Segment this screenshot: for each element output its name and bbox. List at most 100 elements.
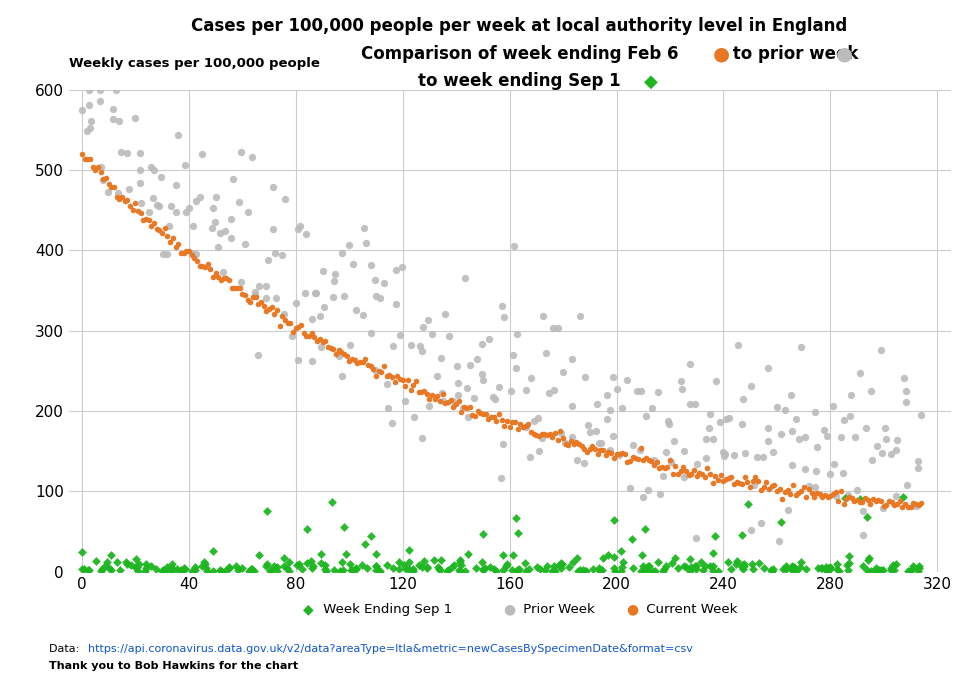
Point [884, 497, 900, 508]
Point [564, 353, 580, 364]
Point [585, 440, 601, 451]
Point [223, 233, 239, 244]
Point [244, 564, 260, 575]
Point [469, 405, 485, 416]
Point [817, 490, 833, 501]
Point [860, 555, 876, 566]
Point [206, 566, 221, 577]
Point [276, 553, 292, 564]
Point [458, 273, 473, 284]
Point [515, 421, 531, 432]
Point [594, 564, 610, 575]
Point [266, 224, 281, 235]
Point [511, 566, 526, 577]
Point [503, 385, 518, 396]
Point [734, 418, 750, 429]
Point [318, 566, 334, 577]
Point [726, 449, 742, 460]
Point [756, 562, 771, 573]
Point [376, 277, 392, 288]
Point [576, 458, 592, 469]
Point [778, 560, 794, 571]
Point [752, 557, 767, 568]
Point [413, 341, 428, 352]
Point [840, 565, 856, 576]
Point [416, 321, 431, 332]
Point [453, 560, 468, 571]
Point [192, 261, 208, 272]
Point [425, 555, 441, 566]
Point [534, 429, 550, 440]
Point [888, 445, 904, 456]
Point [783, 389, 799, 400]
Point [612, 545, 628, 556]
Point [862, 498, 878, 509]
Point [910, 560, 926, 571]
Point [763, 566, 779, 577]
Point [243, 564, 259, 575]
Point [460, 549, 475, 560]
Point [342, 340, 358, 351]
Point [765, 564, 781, 575]
Point [821, 469, 837, 480]
Point [910, 562, 926, 573]
Point [833, 431, 849, 442]
Point [132, 165, 148, 176]
Point [151, 200, 167, 212]
Point [270, 305, 285, 316]
Point [475, 564, 491, 575]
Point [700, 463, 715, 474]
Point [304, 562, 319, 573]
Point [280, 318, 296, 329]
Point [554, 558, 569, 569]
Point [510, 328, 525, 339]
Point [658, 446, 673, 457]
Point [394, 262, 410, 273]
Point [682, 553, 698, 564]
Point [886, 560, 902, 571]
Point [341, 356, 357, 367]
Point [582, 444, 598, 455]
Point [793, 556, 808, 567]
Point [104, 181, 120, 192]
Point [156, 565, 171, 576]
Point [173, 564, 189, 575]
Point [569, 553, 585, 564]
Point [761, 483, 777, 494]
Point [654, 461, 669, 472]
Point [159, 562, 174, 573]
Point [837, 415, 853, 426]
Point [913, 498, 929, 509]
Point [675, 462, 691, 473]
Point [710, 566, 726, 577]
Point [577, 566, 593, 577]
Point [828, 491, 844, 502]
Point [609, 449, 624, 460]
Point [358, 539, 373, 550]
Point [124, 205, 140, 216]
Point [203, 263, 219, 274]
Point [855, 506, 870, 517]
Point [347, 355, 363, 366]
Point [138, 214, 154, 225]
Point [537, 564, 553, 575]
Point [780, 505, 796, 516]
Point [887, 499, 903, 510]
Point [296, 328, 312, 339]
Point [299, 229, 315, 240]
Point [856, 561, 871, 572]
Point [841, 558, 857, 569]
Point [821, 564, 837, 575]
Point [126, 112, 142, 123]
Point [178, 207, 194, 218]
Point [595, 445, 611, 456]
Point [485, 391, 501, 402]
Point [414, 387, 429, 398]
Point [398, 396, 414, 407]
Point [888, 490, 904, 501]
Point [497, 420, 513, 431]
Point [868, 566, 884, 577]
Point [476, 562, 492, 573]
Point [312, 333, 327, 344]
Point [342, 559, 358, 570]
